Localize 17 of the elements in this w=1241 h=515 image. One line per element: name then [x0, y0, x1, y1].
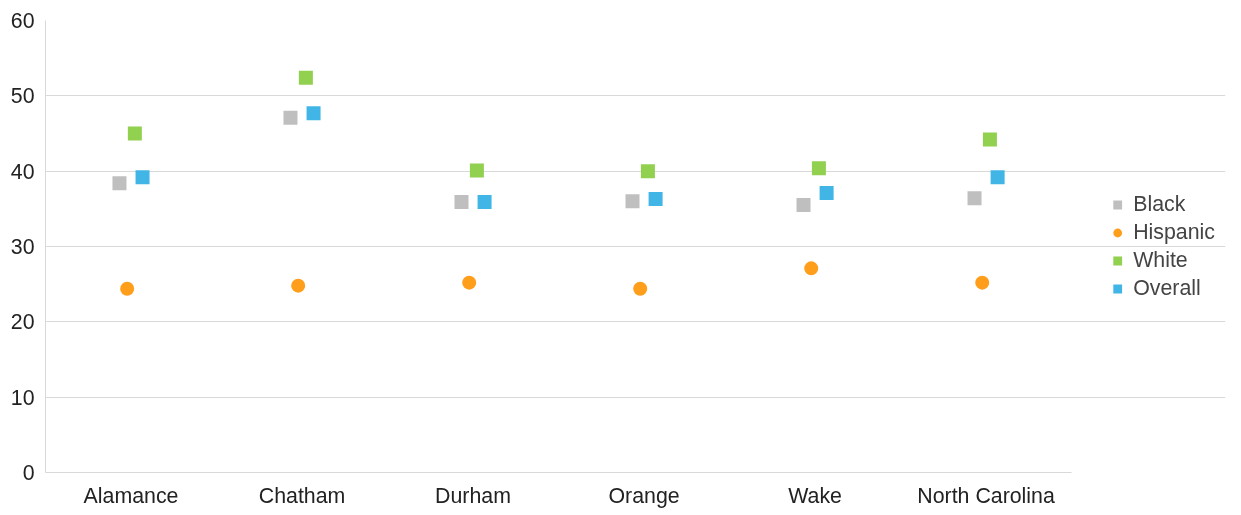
- x-tick-label: Orange: [608, 483, 680, 508]
- x-tick-label: Alamance: [83, 483, 179, 508]
- x-tick-label: North Carolina: [917, 483, 1055, 508]
- x-tick-label: Durham: [435, 483, 511, 508]
- y-tick-label: 60: [10, 9, 35, 33]
- legend-label: Hispanic: [1133, 219, 1215, 245]
- legend-label: White: [1133, 247, 1188, 273]
- legend-label: Overall: [1133, 275, 1201, 301]
- y-tick-label: 40: [10, 159, 35, 184]
- legend-label: Black: [1133, 191, 1186, 217]
- y-tick-label: 0: [22, 461, 35, 485]
- y-tick-label: 30: [10, 235, 35, 259]
- y-tick-label: 10: [10, 385, 35, 410]
- x-tick-label: Wake: [788, 483, 842, 508]
- x-tick-label: Chatham: [258, 483, 346, 508]
- y-tick-label: 20: [10, 310, 35, 335]
- y-tick-label: 50: [10, 84, 35, 109]
